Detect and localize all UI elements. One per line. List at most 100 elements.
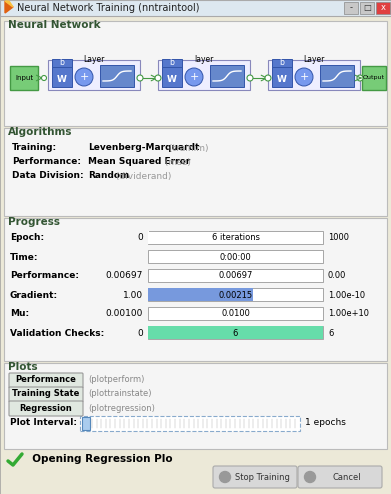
Text: Opening Regression Plo: Opening Regression Plo xyxy=(25,454,172,464)
Text: W: W xyxy=(57,76,67,84)
Bar xyxy=(268,60,360,90)
Bar xyxy=(148,288,253,301)
Text: Input: Input xyxy=(15,75,33,81)
Circle shape xyxy=(155,75,161,81)
Text: +: + xyxy=(79,72,89,82)
FancyBboxPatch shape xyxy=(9,401,83,416)
Text: +: + xyxy=(300,72,308,82)
Text: Output: Output xyxy=(363,76,385,81)
Text: 1.00e-10: 1.00e-10 xyxy=(328,290,365,299)
Text: Validation Checks:: Validation Checks: xyxy=(10,329,104,337)
Text: 1.00: 1.00 xyxy=(123,290,143,299)
Bar xyxy=(4,128,387,216)
Text: 0: 0 xyxy=(137,234,143,243)
Text: 0.00697: 0.00697 xyxy=(106,272,143,281)
Circle shape xyxy=(137,75,143,81)
Text: b: b xyxy=(59,58,65,68)
Text: 1000: 1000 xyxy=(328,234,349,243)
Text: Random: Random xyxy=(88,171,129,180)
Text: (plottrainstate): (plottrainstate) xyxy=(88,389,151,399)
Text: Training:: Training: xyxy=(12,143,57,153)
Bar xyxy=(48,60,140,90)
Bar xyxy=(360,2,374,14)
Circle shape xyxy=(265,75,271,81)
Bar xyxy=(148,231,149,244)
Text: Time:: Time: xyxy=(10,252,38,261)
Text: 6: 6 xyxy=(328,329,334,337)
Text: 1 epochs: 1 epochs xyxy=(305,417,346,426)
Text: 6 iterations: 6 iterations xyxy=(212,234,260,243)
Bar xyxy=(376,2,390,14)
Text: Cancel: Cancel xyxy=(333,472,361,482)
FancyBboxPatch shape xyxy=(213,466,297,488)
Text: Neural Network: Neural Network xyxy=(8,20,100,30)
Bar xyxy=(148,231,323,244)
FancyBboxPatch shape xyxy=(9,373,83,388)
Bar xyxy=(272,59,292,67)
Text: (plotperform): (plotperform) xyxy=(88,375,144,384)
Text: b: b xyxy=(280,58,284,68)
Circle shape xyxy=(305,471,316,483)
Circle shape xyxy=(247,75,253,81)
Bar xyxy=(4,363,387,449)
Text: Algorithms: Algorithms xyxy=(8,127,72,137)
Bar xyxy=(320,65,354,87)
Text: Levenberg-Marquardt: Levenberg-Marquardt xyxy=(88,143,199,153)
Circle shape xyxy=(185,68,203,86)
Text: (mse): (mse) xyxy=(162,158,191,166)
Text: 0: 0 xyxy=(137,329,143,337)
Text: □: □ xyxy=(363,3,371,12)
Bar xyxy=(148,326,323,339)
Text: Epoch:: Epoch: xyxy=(10,234,44,243)
Text: W: W xyxy=(277,76,287,84)
Bar xyxy=(52,67,72,87)
Bar xyxy=(148,269,323,282)
FancyBboxPatch shape xyxy=(9,387,83,402)
Text: Neural Network Training (nntraintool): Neural Network Training (nntraintool) xyxy=(17,3,199,13)
Bar xyxy=(162,67,182,87)
Bar xyxy=(82,417,90,430)
Bar xyxy=(52,59,72,67)
Bar xyxy=(272,67,292,87)
Text: 0.00100: 0.00100 xyxy=(106,310,143,319)
Bar xyxy=(148,288,323,301)
Text: Regression: Regression xyxy=(20,404,72,412)
Text: (trainlm): (trainlm) xyxy=(166,143,208,153)
Text: Gradient:: Gradient: xyxy=(10,290,58,299)
Bar xyxy=(4,218,387,361)
FancyBboxPatch shape xyxy=(298,466,382,488)
Text: Plots: Plots xyxy=(8,362,38,372)
Text: 0.00697: 0.00697 xyxy=(218,272,253,281)
Text: layer: layer xyxy=(194,55,214,65)
Text: Training State: Training State xyxy=(12,389,80,399)
Text: Mu:: Mu: xyxy=(10,310,29,319)
Text: 0.0100: 0.0100 xyxy=(221,310,250,319)
Bar xyxy=(100,65,134,87)
Bar xyxy=(0,0,391,16)
Text: x: x xyxy=(380,3,386,12)
Circle shape xyxy=(41,76,47,81)
Bar xyxy=(162,59,182,67)
Text: (dividerand): (dividerand) xyxy=(113,171,171,180)
Bar xyxy=(210,65,244,87)
Text: Layer: Layer xyxy=(83,55,105,65)
Bar xyxy=(148,250,323,263)
Polygon shape xyxy=(5,1,13,13)
Text: 6: 6 xyxy=(233,329,238,337)
Text: -: - xyxy=(350,3,353,12)
Text: Layer: Layer xyxy=(303,55,325,65)
Bar xyxy=(148,326,323,339)
Bar xyxy=(4,21,387,126)
Text: Performance:: Performance: xyxy=(12,158,81,166)
Text: Plot Interval:: Plot Interval: xyxy=(10,417,77,426)
Bar xyxy=(362,66,386,90)
Text: Mean Squared Error: Mean Squared Error xyxy=(88,158,190,166)
Bar xyxy=(158,60,250,90)
Text: Progress: Progress xyxy=(8,217,60,227)
Circle shape xyxy=(75,68,93,86)
Bar xyxy=(10,66,38,90)
Circle shape xyxy=(219,471,231,483)
Bar xyxy=(344,2,358,14)
Text: Performance:: Performance: xyxy=(10,272,79,281)
Text: b: b xyxy=(170,58,174,68)
